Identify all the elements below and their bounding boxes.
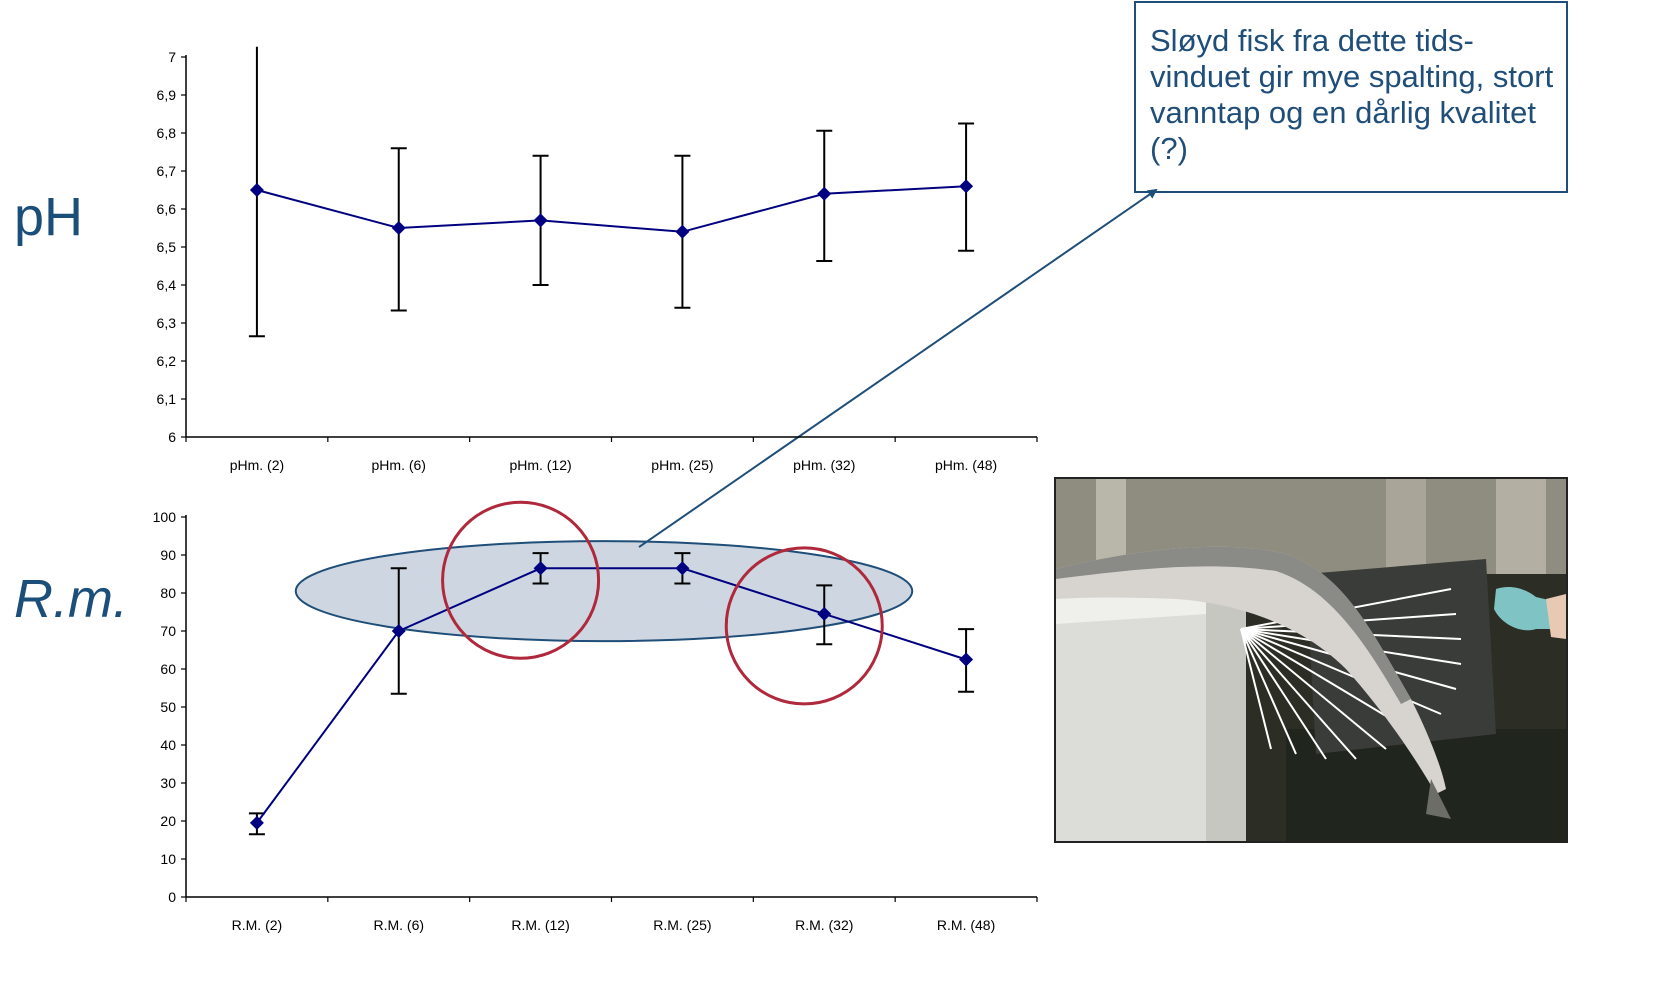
highlight-circle-layer xyxy=(441,500,884,706)
ph-x-tick-label: pHm. (25) xyxy=(651,457,713,473)
photo-gloved-hand xyxy=(1494,586,1566,631)
ph-data-point xyxy=(675,224,690,239)
highlight-circle xyxy=(441,500,601,660)
ph-y-tick-label: 6,5 xyxy=(157,239,177,255)
salmon-photo-illustration xyxy=(1056,479,1566,841)
rm-y-tick-label: 60 xyxy=(160,661,176,677)
ph-y-tick-label: 6,4 xyxy=(157,277,177,293)
photo-wall-panel xyxy=(1496,479,1546,574)
ph-y-tick-label: 6 xyxy=(168,429,176,445)
rm-x-tick-label: R.M. (32) xyxy=(795,917,853,933)
rm-data-point xyxy=(533,561,548,576)
rm-x-tick-label: R.M. (2) xyxy=(232,917,283,933)
photo-board-lines xyxy=(1240,588,1462,760)
rm-data-point xyxy=(959,652,974,667)
ph-data-point xyxy=(391,221,406,235)
rm-data-point xyxy=(391,624,406,638)
photo-salmon-tail xyxy=(1426,779,1451,819)
ph-y-tick-label: 6,8 xyxy=(157,125,177,141)
rm-y-tick-label: 100 xyxy=(153,509,177,525)
ph-y-tick-label: 6,3 xyxy=(157,315,177,331)
ph-y-tick-label: 6,7 xyxy=(157,163,177,179)
ph-y-tick-label: 7 xyxy=(168,49,176,65)
rm-y-tick-label: 30 xyxy=(160,775,176,791)
rm-y-tick-label: 90 xyxy=(160,547,176,563)
rm-y-tick-label: 20 xyxy=(160,813,176,829)
ph-y-tick-label: 6,6 xyxy=(157,201,177,217)
ph-y-tick-label: 6,2 xyxy=(157,353,177,369)
ph-x-tick-label: pHm. (48) xyxy=(935,457,997,473)
rm-y-tick-label: 80 xyxy=(160,585,176,601)
ph-side-label: pH xyxy=(14,187,84,247)
rm-y-tick-label: 0 xyxy=(168,889,176,905)
highlight-ellipse xyxy=(294,540,914,643)
ph-data-point xyxy=(817,186,832,201)
connector-layer xyxy=(638,188,1158,548)
rm-chart: 0 10 20 30 40 50 60 70 80 90 100 R.M. (2) R.M. (6) R.… xyxy=(153,509,1038,933)
highlight-circle xyxy=(724,546,884,706)
rm-y-tick-label: 70 xyxy=(160,623,176,639)
rm-y-tick-label: 10 xyxy=(160,851,176,867)
photo-box-side xyxy=(1206,584,1246,841)
ph-data-point xyxy=(959,179,974,194)
rm-y-tick-label: 50 xyxy=(160,699,176,715)
rm-data-point xyxy=(675,561,690,576)
rm-data-point xyxy=(249,815,264,830)
ph-y-tick-label: 6,9 xyxy=(157,87,177,103)
rm-x-tick-label: R.M. (48) xyxy=(937,917,995,933)
rm-x-tick-label: R.M. (6) xyxy=(373,917,424,933)
callout-text: Sløyd fisk fra dette tids-vinduet gir my… xyxy=(1150,23,1554,166)
ph-y-tick-label: 6,1 xyxy=(157,391,177,407)
photo-arm xyxy=(1546,594,1566,639)
ph-x-tick-label: pHm. (12) xyxy=(509,457,571,473)
highlight-ellipse-layer xyxy=(294,540,914,643)
rm-y-tick-label: 40 xyxy=(160,737,176,753)
rm-side-label: R.m. xyxy=(14,569,128,629)
ph-data-point xyxy=(249,183,264,197)
rm-x-tick-label: R.M. (25) xyxy=(653,917,711,933)
photo-salmon-back xyxy=(1056,546,1411,704)
photo-wall-panel xyxy=(1386,479,1426,569)
ph-x-tick-label: pHm. (2) xyxy=(230,457,284,473)
rm-series-line xyxy=(256,567,967,824)
ph-series-line xyxy=(256,185,967,233)
connector-arrow xyxy=(638,188,1158,548)
ph-x-tick-label: pHm. (32) xyxy=(793,457,855,473)
salmon-photo xyxy=(1054,477,1568,843)
photo-white-box xyxy=(1056,584,1246,841)
callout-box: Sløyd fisk fra dette tids-vinduet gir my… xyxy=(1134,1,1568,193)
ph-x-tick-label: pHm. (6) xyxy=(372,457,426,473)
ph-data-point xyxy=(533,213,548,228)
rm-x-tick-label: R.M. (12) xyxy=(511,917,569,933)
rm-data-point xyxy=(817,606,832,621)
ph-chart: 6 6,1 6,2 6,3 6,4 6,5 6,6 6,7 6,8 6,9 7 pHm. (2) pHm… xyxy=(157,46,1038,473)
